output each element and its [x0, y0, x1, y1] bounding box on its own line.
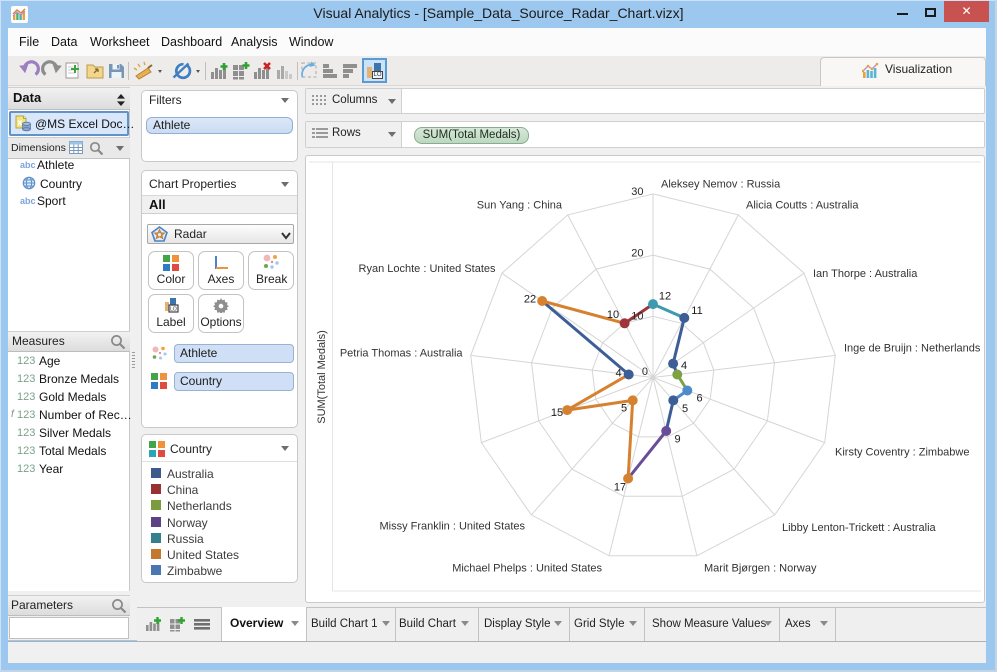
svg-text:Inge de Bruijn : Netherlands: Inge de Bruijn : Netherlands	[844, 343, 981, 355]
svg-text:Ryan Lochte : United States: Ryan Lochte : United States	[359, 263, 496, 275]
svg-text:Missy Franklin : United States: Missy Franklin : United States	[380, 521, 526, 533]
svg-text:9: 9	[674, 434, 680, 446]
svg-text:30: 30	[631, 186, 643, 198]
svg-text:6: 6	[696, 393, 702, 405]
svg-text:Petria Thomas : Australia: Petria Thomas : Australia	[340, 348, 464, 360]
svg-text:10: 10	[607, 309, 619, 321]
svg-text:20: 20	[631, 248, 643, 260]
svg-text:5: 5	[621, 403, 627, 415]
svg-text:0: 0	[642, 366, 648, 378]
svg-text:Ian Thorpe : Australia: Ian Thorpe : Australia	[813, 268, 918, 280]
svg-text:LO: LO	[170, 307, 177, 313]
svg-text:Aleksey Nemov : Russia: Aleksey Nemov : Russia	[661, 179, 781, 191]
svg-text:12: 12	[659, 291, 671, 303]
svg-text:Kirsty Coventry : Zimbabwe: Kirsty Coventry : Zimbabwe	[835, 447, 969, 459]
svg-text:17: 17	[614, 482, 626, 494]
svg-text:4: 4	[615, 368, 621, 380]
svg-text:Michael Phelps : United States: Michael Phelps : United States	[452, 563, 602, 575]
svg-text:Libby Lenton-Trickett : Austra: Libby Lenton-Trickett : Australia	[782, 522, 937, 534]
svg-text:11: 11	[691, 305, 702, 317]
svg-text:4: 4	[681, 360, 687, 372]
svg-text:5: 5	[682, 403, 688, 415]
svg-text:Sun Yang : China: Sun Yang : China	[477, 200, 563, 212]
svg-text:22: 22	[524, 294, 536, 306]
svg-text:10: 10	[631, 311, 643, 323]
svg-text:SUM(Total Medals): SUM(Total Medals)	[316, 330, 328, 424]
svg-text:15: 15	[551, 407, 563, 419]
svg-text:Marit Bjørgen : Norway: Marit Bjørgen : Norway	[704, 563, 817, 575]
svg-text:Alicia Coutts : Australia: Alicia Coutts : Australia	[746, 200, 859, 212]
